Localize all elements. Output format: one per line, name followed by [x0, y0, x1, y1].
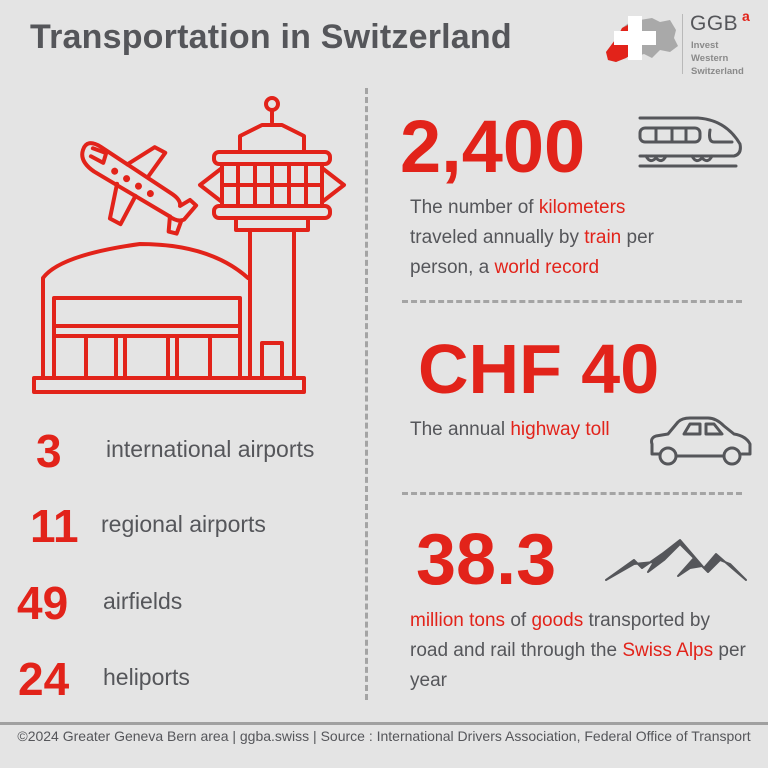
desc-highlight: kilometers	[538, 197, 626, 218]
stat-value: 11	[30, 500, 79, 552]
toll-description: The annual highway toll	[410, 415, 610, 445]
desc-text: transported by road and rail through the	[410, 610, 710, 661]
horizontal-divider	[402, 300, 742, 303]
ggba-logo[interactable]	[600, 8, 760, 88]
desc-highlight: highway toll	[510, 419, 610, 440]
footer-divider	[0, 722, 768, 725]
footer: ©2024 Greater Geneva Bern area | ggba.sw…	[0, 728, 768, 745]
stat-label: international airports	[106, 436, 315, 462]
goods-description: million tons of goods transported by roa…	[410, 606, 750, 696]
vertical-divider	[365, 88, 368, 700]
stat-value: 3	[36, 425, 62, 477]
page-title: Transportation in Switzerland	[30, 18, 512, 56]
stat-value: 24	[18, 653, 70, 705]
goods-value: 38.3	[416, 520, 557, 600]
logo-brand: GGB	[690, 12, 739, 35]
airport-terminal-tower-airplane-icon	[32, 96, 346, 394]
logo-tagline-line: Switzerland	[691, 66, 744, 77]
mountains-icon	[605, 539, 747, 581]
car-icon	[650, 416, 752, 466]
desc-text: per person, a	[410, 227, 654, 278]
stat-label: regional airports	[101, 511, 266, 537]
desc-highlight: million tons	[410, 610, 506, 631]
desc-text: The annual	[410, 419, 511, 440]
stat-label: heliports	[103, 664, 190, 690]
logo-superscript: a	[742, 8, 750, 24]
logo-tagline-line: Invest	[691, 40, 719, 51]
logo-separator	[682, 14, 683, 74]
stat-label: airfields	[103, 588, 183, 614]
desc-text: per year	[410, 640, 746, 691]
swiss-map-icon	[606, 16, 678, 62]
desc-text: traveled annually by	[410, 227, 585, 248]
logo-tagline-line: Western	[691, 53, 729, 64]
train-icon	[638, 116, 742, 168]
desc-highlight: train	[584, 227, 622, 248]
train-description: The number of kilometers traveled annual…	[410, 193, 710, 283]
train-km-value: 2,400	[400, 105, 586, 188]
horizontal-divider	[402, 492, 742, 495]
highway-toll-value: CHF 40	[418, 330, 660, 408]
stat-value: 49	[17, 577, 69, 629]
desc-highlight: Swiss Alps	[622, 640, 714, 661]
desc-highlight: goods	[531, 610, 584, 631]
desc-highlight: world record	[494, 257, 600, 278]
logo-tagline: Invest Western Switzerland	[691, 39, 744, 78]
footer-credits: ©2024 Greater Geneva Bern area | ggba.sw…	[17, 728, 751, 744]
desc-text: The number of	[410, 197, 539, 218]
desc-text: of	[505, 610, 532, 631]
